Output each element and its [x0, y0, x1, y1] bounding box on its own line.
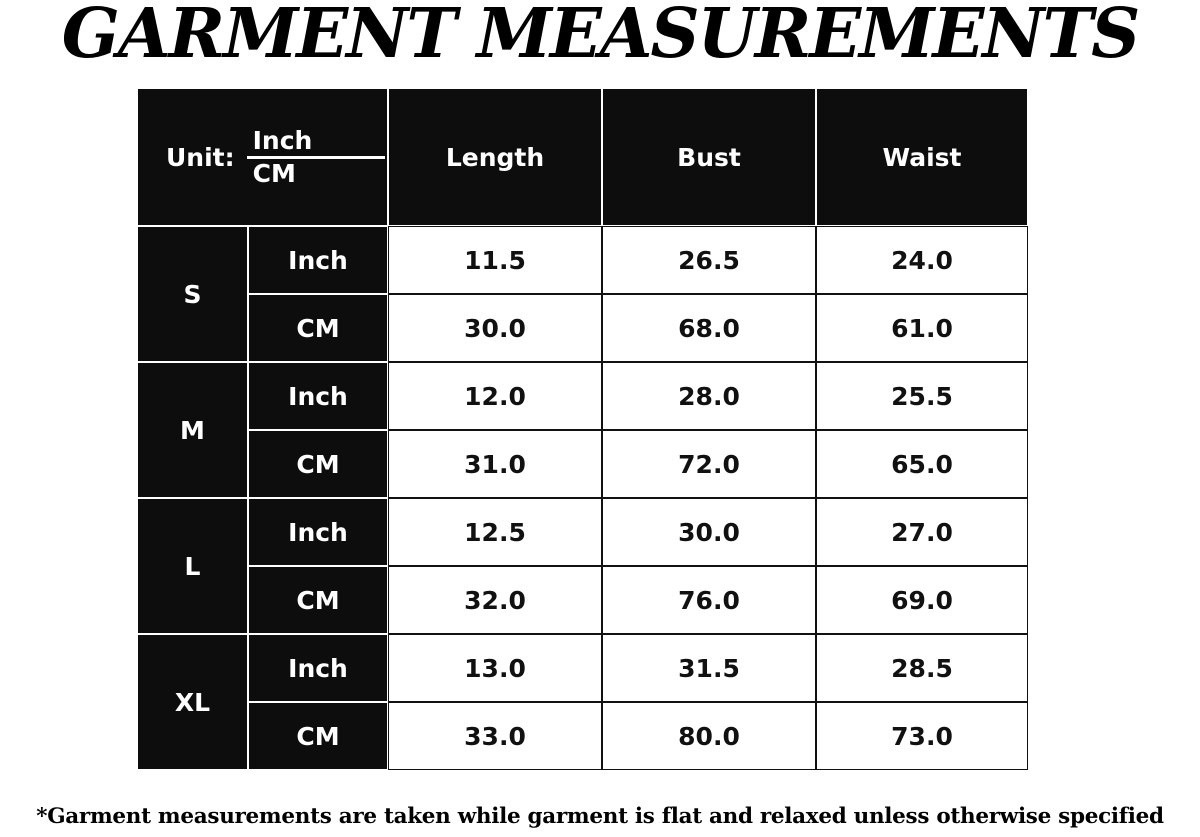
measurement-value: 32.0: [388, 566, 602, 634]
size-label: XL: [137, 634, 248, 770]
measurement-value: 13.0: [388, 634, 602, 702]
measurement-value: 72.0: [602, 430, 816, 498]
unit-header-cell: Unit: Inch CM: [137, 88, 388, 226]
measurement-value: 69.0: [816, 566, 1028, 634]
measurement-value: 73.0: [816, 702, 1028, 770]
unit-label: Inch: [248, 362, 388, 430]
unit-cm: CM: [252, 158, 296, 188]
measurement-value: 24.0: [816, 226, 1028, 294]
unit-label: Inch: [248, 226, 388, 294]
measurement-value: 11.5: [388, 226, 602, 294]
measurement-value: 12.5: [388, 498, 602, 566]
size-label: S: [137, 226, 248, 362]
unit-label: CM: [248, 566, 388, 634]
column-header: Waist: [816, 88, 1028, 226]
unit-label: CM: [248, 430, 388, 498]
unit-label: Inch: [248, 498, 388, 566]
measurement-value: 26.5: [602, 226, 816, 294]
measurement-value: 80.0: [602, 702, 816, 770]
measurement-value: 30.0: [388, 294, 602, 362]
page-title: GARMENT MEASUREMENTS: [61, 0, 1140, 74]
column-header: Length: [388, 88, 602, 226]
measurement-value: 28.5: [816, 634, 1028, 702]
unit-label: CM: [248, 294, 388, 362]
unit-fraction: Inch CM: [246, 126, 385, 189]
measurement-value: 25.5: [816, 362, 1028, 430]
unit-label: Inch: [248, 634, 388, 702]
unit-inch: Inch: [246, 126, 385, 159]
footnote: *Garment measurements are taken while ga…: [36, 804, 1164, 829]
measurement-value: 76.0: [602, 566, 816, 634]
measurement-value: 68.0: [602, 294, 816, 362]
unit-label: Unit:: [166, 142, 235, 172]
measurement-value: 61.0: [816, 294, 1028, 362]
measurement-value: 31.5: [602, 634, 816, 702]
size-label: M: [137, 362, 248, 498]
measurement-value: 12.0: [388, 362, 602, 430]
measurement-value: 31.0: [388, 430, 602, 498]
size-label: L: [137, 498, 248, 634]
measurement-value: 28.0: [602, 362, 816, 430]
measurement-value: 27.0: [816, 498, 1028, 566]
column-header: Bust: [602, 88, 816, 226]
measurement-value: 30.0: [602, 498, 816, 566]
measurement-value: 33.0: [388, 702, 602, 770]
measurement-value: 65.0: [816, 430, 1028, 498]
unit-label: CM: [248, 702, 388, 770]
